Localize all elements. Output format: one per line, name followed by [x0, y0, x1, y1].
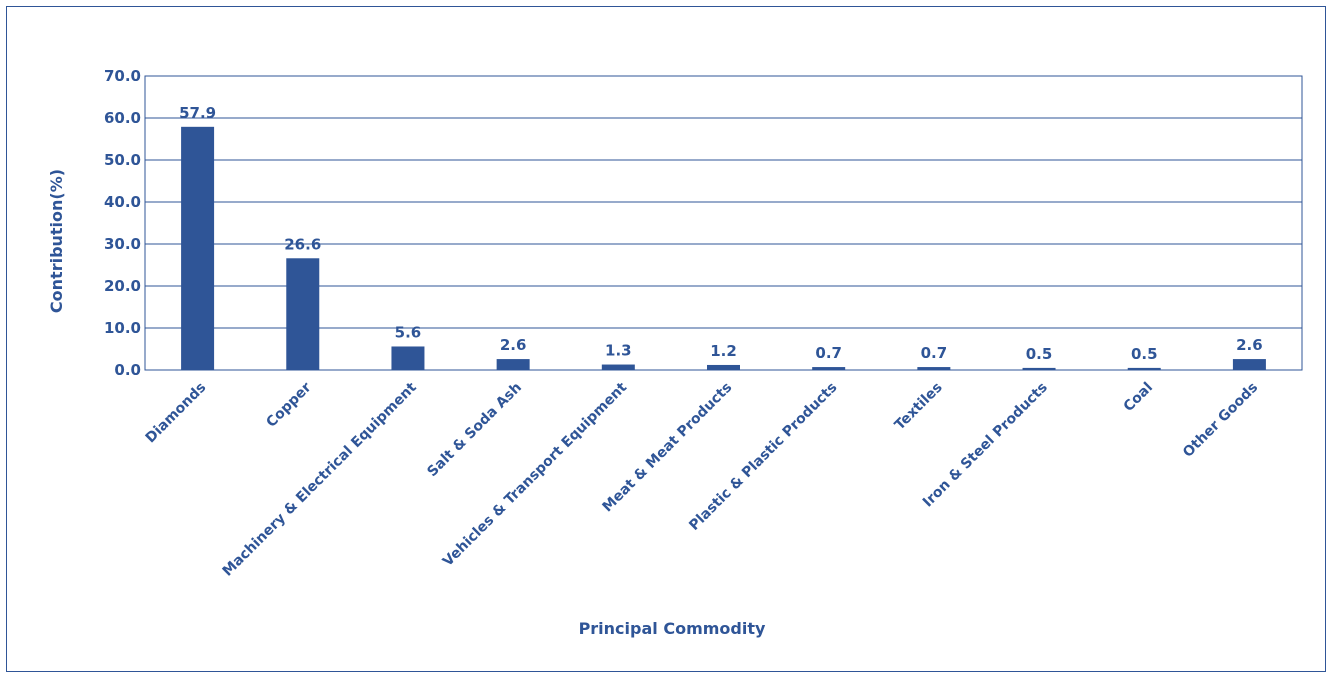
y-tick-label: 20.0: [104, 277, 141, 295]
x-tick-label: Diamonds: [143, 380, 210, 447]
y-tick-label: 70.0: [104, 67, 141, 85]
y-axis-label: Contribution(%): [47, 169, 66, 313]
bar: [812, 367, 846, 370]
chart-frame: [6, 6, 1326, 672]
x-tick-label: Textiles: [892, 380, 946, 434]
x-tick-label: Salt & Soda Ash: [424, 380, 525, 481]
data-label: 2.6: [1236, 336, 1263, 354]
x-tick-label: Copper: [263, 379, 314, 430]
x-tick-label: Coal: [1121, 380, 1156, 415]
x-tick-label: Machinery & Electrical Equipment: [220, 379, 420, 579]
data-label: 0.7: [815, 344, 842, 362]
bar: [1127, 367, 1161, 370]
bar: [391, 346, 425, 370]
x-axis-label: Principal Commodity: [579, 619, 766, 638]
y-tick-label: 60.0: [104, 109, 141, 127]
bar: [917, 367, 951, 370]
data-label: 0.7: [921, 344, 948, 362]
y-tick-label: 30.0: [104, 235, 141, 253]
y-tick-label: 10.0: [104, 319, 141, 337]
bars: [181, 126, 1266, 370]
data-label: 0.5: [1131, 345, 1158, 363]
data-label: 1.2: [710, 342, 737, 360]
data-label: 57.9: [179, 104, 216, 122]
x-tick-label: Other Goods: [1180, 380, 1261, 461]
data-label: 0.5: [1026, 345, 1053, 363]
bar: [286, 258, 320, 370]
x-tick-label: Iron & Steel Products: [920, 380, 1051, 511]
bar: [496, 359, 530, 370]
data-label: 26.6: [284, 235, 321, 253]
x-tick-label: Vehicles & Transport Equipment: [440, 379, 631, 570]
y-axis-ticks: 0.0 10.0 20.0 30.0 40.0 50.0 60.0 70.0: [104, 67, 141, 379]
y-tick-label: 0.0: [114, 361, 141, 379]
bar: [707, 364, 740, 370]
bar: [601, 364, 635, 370]
bar: [1232, 359, 1266, 370]
data-labels: 57.9 26.6 5.6 2.6 1.3 1.2 0.7 0.7 0.5 0.5 2.6: [179, 104, 1263, 363]
y-tick-label: 50.0: [104, 151, 141, 169]
y-tick-label: 40.0: [104, 193, 141, 211]
data-label: 1.3: [605, 342, 632, 360]
data-label: 2.6: [500, 336, 527, 354]
data-label: 5.6: [395, 323, 422, 341]
bar: [181, 126, 215, 370]
bar: [1022, 367, 1056, 370]
